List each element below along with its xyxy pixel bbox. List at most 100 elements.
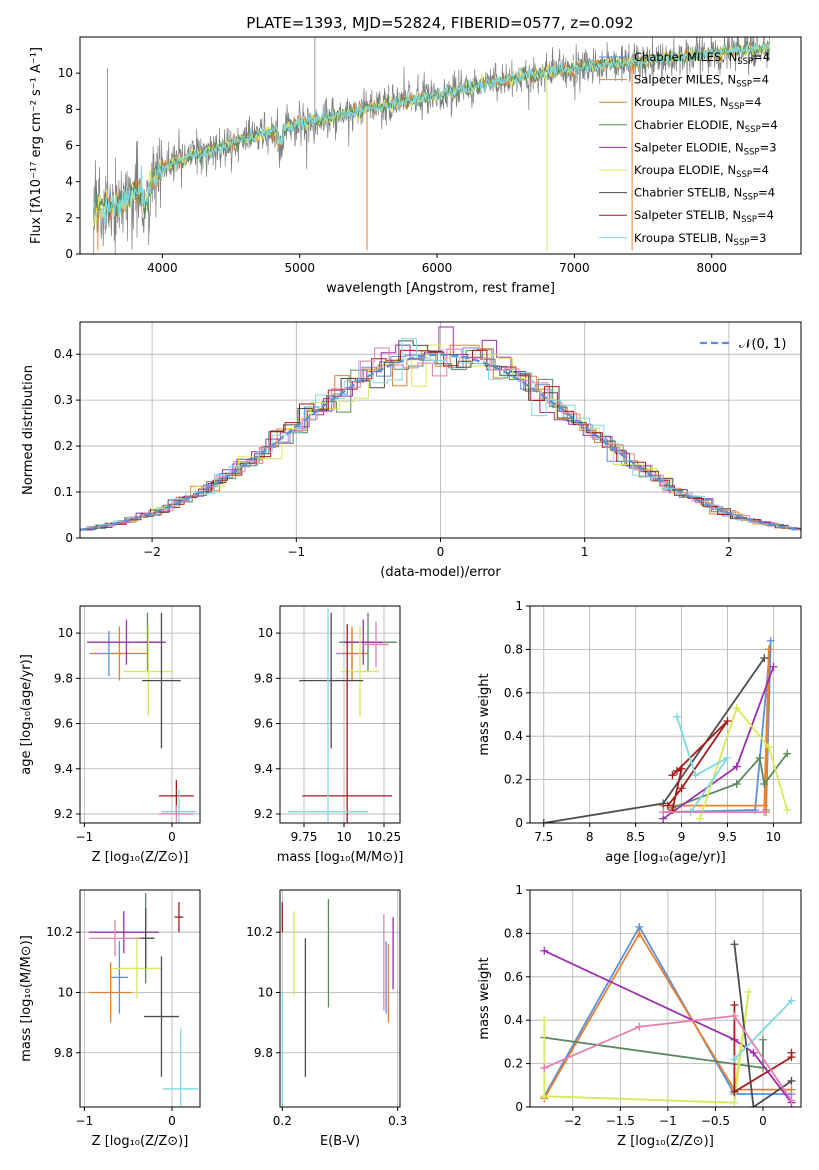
x-tick-label: 2 [725,545,733,559]
weight-marker [723,753,732,762]
age_vs_Z-xlabel: Z [log₁₀(Z/Z⊙)] [92,850,189,865]
weight-marker [540,1092,549,1101]
y-tick-label: 8 [65,102,73,116]
mass_vs_Z-axes: −1 0 9.8 10 10.2 Z [log₁₀(Z/Z⊙)] mass [log₁₀(M… [19,889,201,1149]
weight-marker [672,712,681,721]
x-tick-label: −1 [76,1114,94,1128]
x-tick-label: 0 [759,1114,767,1128]
spectrum-xlabel: wavelength [Angstrom, rest frame] [326,281,555,296]
residual-legend: 𝒩(0, 1) [700,337,786,352]
age_vs_mass-axes: 9.75 10 10.25 9.2 9.4 9.6 9.8 10 mass [log₁₀(M/M… [254,605,403,865]
y-tick-label: 9.4 [254,762,273,776]
x-tick-label: 8 [586,830,594,844]
residual-histogram [86,347,801,531]
weight-series [543,1014,793,1102]
weight-marker [691,771,700,780]
x-tick-label: 8000 [696,261,727,275]
y-tick-label: 0.2 [54,439,73,453]
weight-series [543,931,792,1099]
residual-histogram [80,350,798,531]
y-tick-label: 9.4 [54,762,73,776]
y-tick-label: 4 [65,175,73,189]
x-tick-label: −1.5 [606,1114,635,1128]
legend-entry: Kroupa MILES, NSSP=4 [634,95,761,112]
legend-entry: Kroupa STELIB, NSSP=3 [634,231,766,248]
weight-marker [677,784,686,793]
x-tick-label: 0 [168,830,176,844]
model-spectrum [93,41,770,226]
mass_vs_ebv-axes: 0.2 0.3 9.8 10 10.2 E(B-V) [246,889,407,1149]
weight-marker [787,1096,796,1105]
weight-marker [787,1048,796,1057]
spectrum-legend: Chabrier MILES, NSSP=4 Salpeter MILES, NS… [599,50,778,248]
y-tick-label: 9.8 [54,1046,73,1060]
age_vs_mass-marks [288,608,397,823]
legend-entry: Kroupa ELODIE, NSSP=4 [634,163,769,180]
y-tick-label: 10 [58,66,73,80]
y-tick-label: 9.8 [54,671,73,685]
y-tick-label: 6 [65,139,73,153]
y-tick-label: 9.6 [254,717,273,731]
weight-marker [732,779,741,788]
legend-entry: Salpeter STELIB, NSSP=4 [634,208,774,225]
y-tick-label: 0.3 [54,393,73,407]
weight-marker [783,749,792,758]
x-tick-label: 1 [581,545,589,559]
x-tick-label: −1 [287,545,305,559]
weight-marker [760,808,769,817]
y-tick-label: 9.2 [54,807,73,821]
y-tick-label: 10.2 [46,925,73,939]
weight_vs_Z-marks [540,922,796,1107]
weight-marker [764,743,773,752]
weight-marker [744,987,753,996]
y-tick-label: 0.1 [54,485,73,499]
weight-series [733,944,793,1107]
x-tick-label: 9 [678,830,686,844]
weight-marker [659,808,668,817]
y-tick-label: 9.6 [54,717,73,731]
weight-marker [672,766,681,775]
weight_vs_Z-xlabel: Z [log₁₀(Z/Z⊙)] [617,1134,714,1149]
weight-marker [677,764,686,773]
weight-marker [764,645,773,654]
x-tick-label: −0.5 [701,1114,730,1128]
normal-curve [80,353,801,531]
weight-series [543,991,750,1104]
x-tick-label: 4000 [147,261,178,275]
y-tick-label: 0.4 [504,729,523,743]
x-tick-label: −2 [564,1114,582,1128]
weight-series [676,716,729,813]
x-tick-label: 6000 [422,261,453,275]
legend-entry: Salpeter ELODIE, NSSP=3 [634,140,777,157]
x-tick-label: 7.5 [534,830,553,844]
figure-title: PLATE=1393, MJD=52824, FIBERID=0577, z=0… [246,14,633,32]
mass_vs_ebv-frame [279,889,401,1108]
weight-marker [730,1098,739,1107]
weight-marker [758,1035,767,1044]
mass_vs_Z-marks [88,893,199,1107]
weight-marker [730,1001,739,1010]
weight-marker [769,662,778,671]
x-tick-label: −1 [76,830,94,844]
x-tick-label: 5000 [284,261,315,275]
weight-series [733,1000,793,1060]
x-tick-label: 10 [766,830,781,844]
y-tick-label: 0.4 [504,1013,523,1027]
weight-series [543,657,766,823]
x-tick-label: 0 [168,1114,176,1128]
y-tick-label: 10 [58,985,73,999]
legend-entry: 𝒩(0, 1) [739,337,786,352]
legend-entry: Chabrier MILES, NSSP=4 [634,50,770,67]
weight_vs_Z-ylabel: mass weight [477,957,492,1039]
weight-marker [635,929,644,938]
residuals-frame [79,321,802,539]
y-tick-label: 0 [65,531,73,545]
weight-marker [732,762,741,771]
weight-series [543,949,793,1104]
weight-marker [732,703,741,712]
residuals-ylabel: Normed distribution [21,365,36,495]
weight-marker [730,1011,739,1020]
weight-marker [695,814,704,823]
